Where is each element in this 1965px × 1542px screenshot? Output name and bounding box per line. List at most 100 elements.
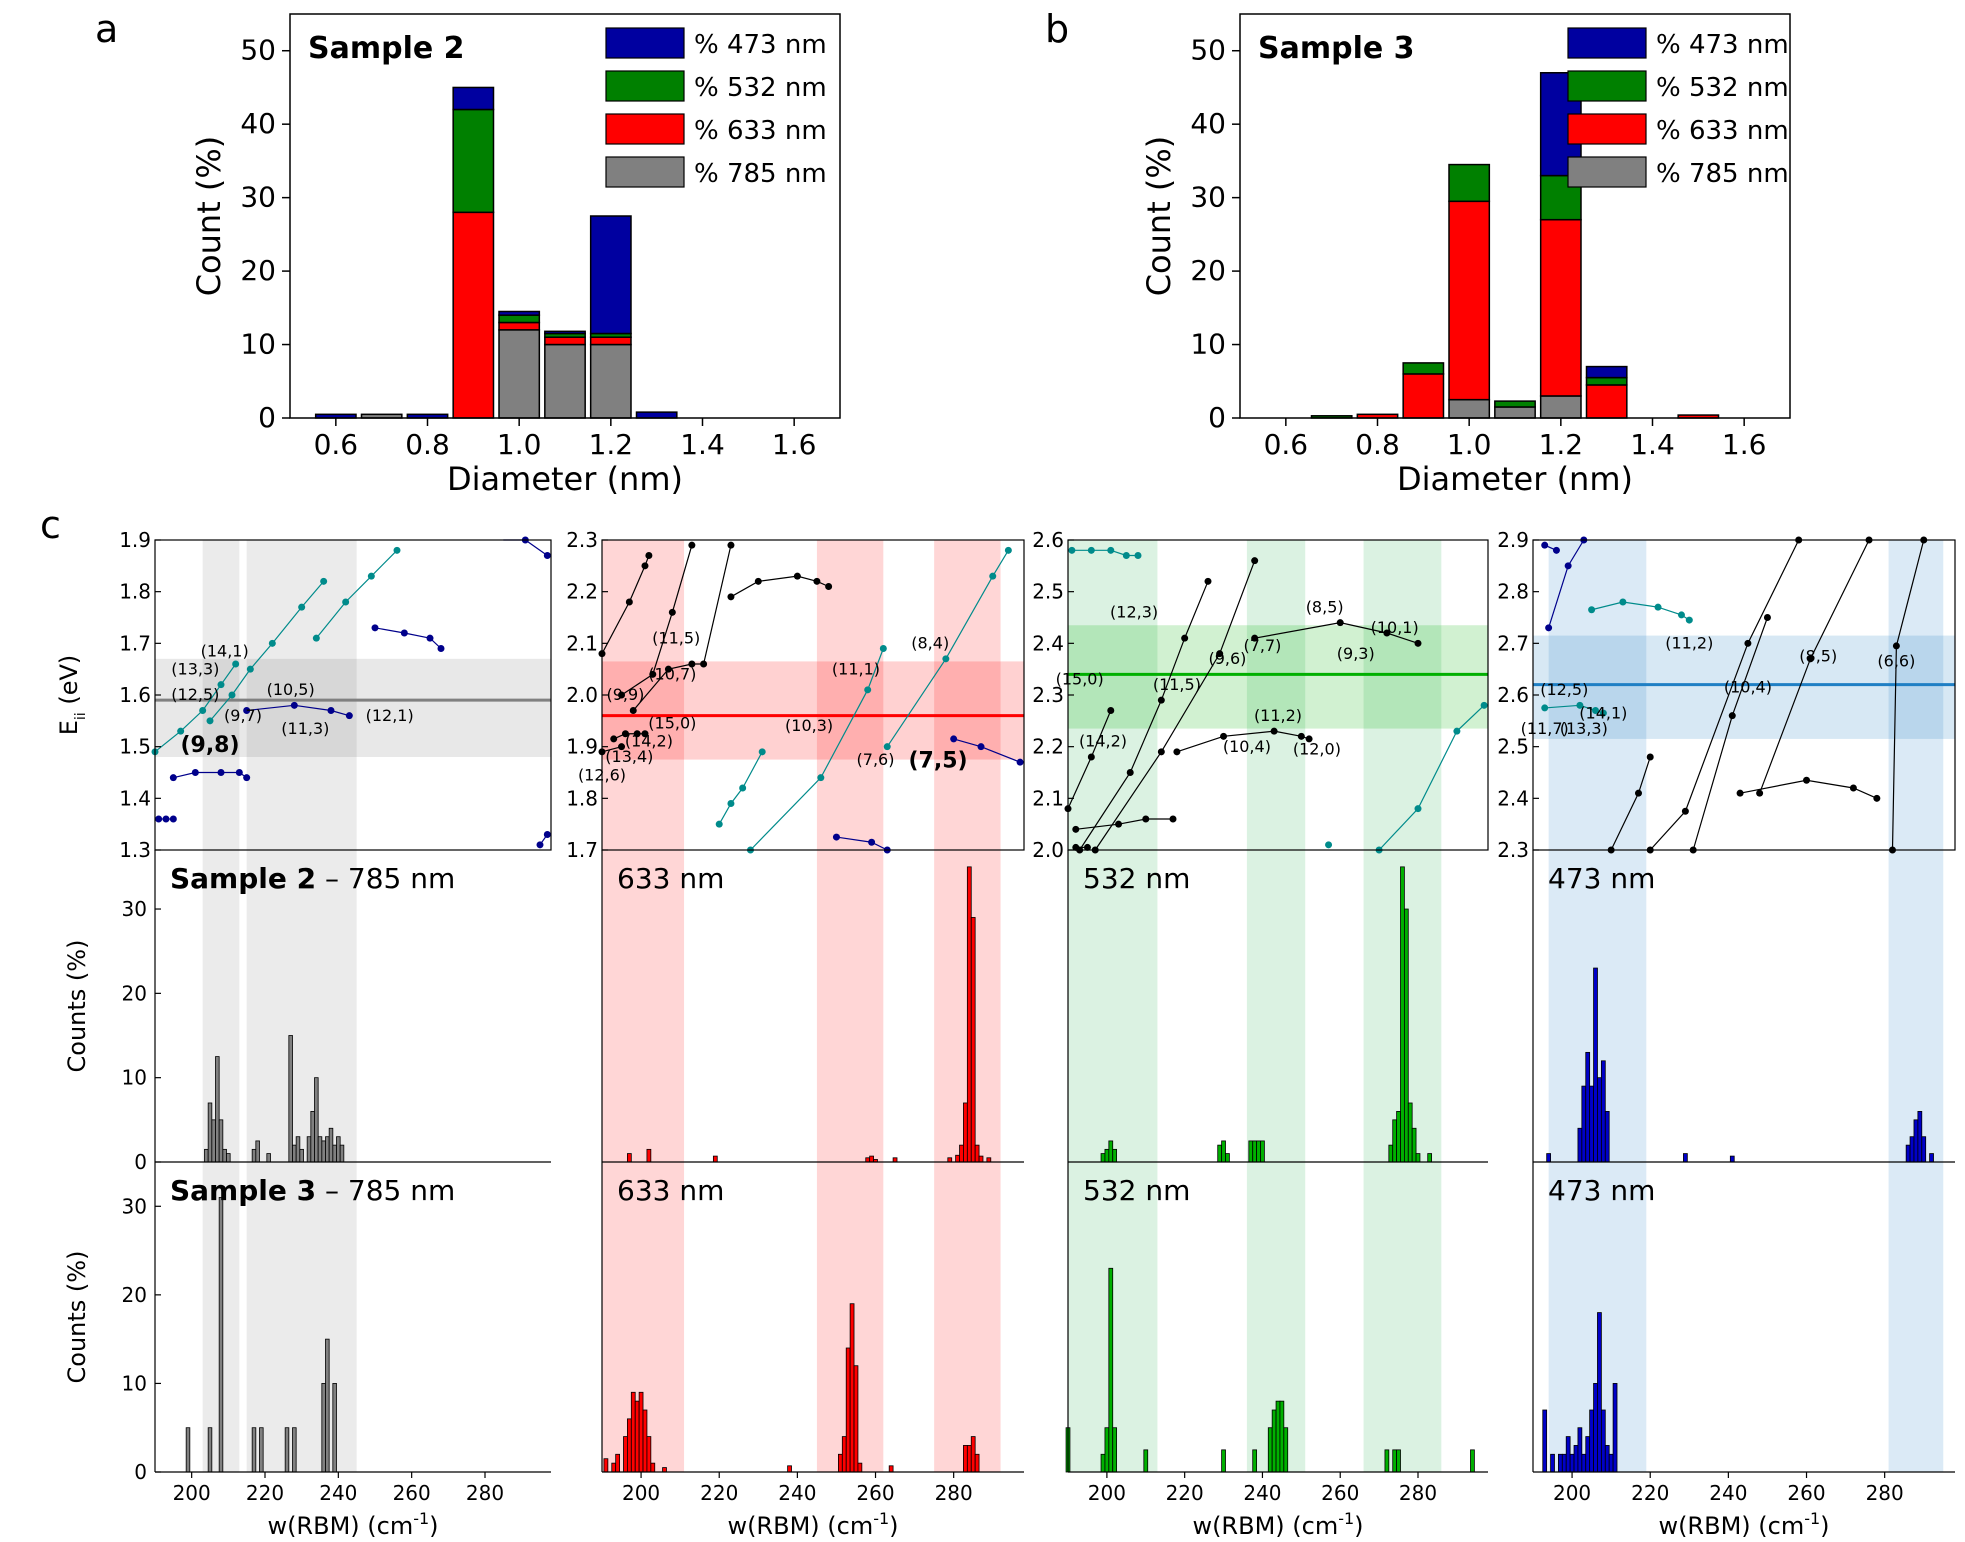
y-tick-label: 50: [1190, 34, 1226, 67]
chirality-label: (14,1): [1579, 703, 1627, 722]
y-tick-label: 1.6: [119, 683, 151, 707]
panel-title-laser: – 785 nm: [316, 862, 455, 895]
y-tick-label: 30: [240, 181, 276, 214]
y-tick-label: 1.7: [566, 838, 598, 862]
legend-label: % 633 nm: [1656, 116, 1789, 146]
histogram-bar: [1612, 1383, 1618, 1473]
bar-segment: [498, 314, 541, 324]
kataura-point: [727, 593, 735, 601]
chirality-label: (13,3): [1560, 719, 1608, 738]
histogram-bar: [787, 1465, 792, 1473]
histogram-bar: [1271, 1409, 1277, 1473]
kataura-point: [1552, 546, 1560, 554]
resonance-window: [246, 540, 357, 1472]
kataura-point: [883, 743, 891, 751]
panel-a-chart: a 0 10 20 30 40 50 0.6 0.8 1.0 1.2 1.4 1.6 Diameter (…: [95, 7, 841, 498]
histogram-bar: [321, 1383, 326, 1473]
panel-title: 633 nm: [617, 1174, 724, 1207]
histogram-bar: [185, 1427, 191, 1473]
bar-segment: [498, 329, 541, 419]
histogram-bar: [1104, 1427, 1110, 1473]
histogram-bar: [892, 1157, 898, 1163]
x-axis-label-main: w(RBM) (cm: [1658, 1512, 1804, 1540]
histogram-bar: [974, 1453, 980, 1473]
y-axis-label-unit: (eV): [55, 655, 83, 713]
histogram-bar: [1100, 1153, 1106, 1163]
histogram-bar: [646, 1436, 652, 1473]
histogram-bar: [288, 1035, 293, 1163]
legend-swatch: [605, 27, 685, 59]
kataura-point: [327, 707, 335, 714]
histogram-bar: [634, 1400, 640, 1473]
chirality-label: (10,3): [785, 716, 833, 735]
histogram-bar: [869, 1155, 874, 1163]
legend-swatch: [1567, 113, 1647, 145]
x-tick-label: 0.6: [314, 428, 359, 461]
chirality-label: (9,7): [224, 706, 262, 725]
x-axis-label: Diameter (nm): [1397, 460, 1633, 498]
panel-label: b: [1045, 7, 1069, 51]
x-axis-label-sup: -1: [873, 1509, 889, 1528]
kataura-point: [1004, 546, 1012, 554]
histogram-bar: [1217, 1144, 1223, 1163]
kataura-point: [610, 735, 618, 743]
kataura-point: [879, 645, 887, 652]
y-tick-label: 20: [240, 254, 276, 287]
histogram-bar: [966, 1445, 972, 1473]
panel-title-laser: 473 nm: [1548, 862, 1655, 895]
bar-segment: [1448, 398, 1491, 419]
x-axis-label-sup: -1: [1804, 1509, 1820, 1528]
histogram-bar: [1557, 1453, 1563, 1473]
kataura-point: [1107, 707, 1115, 714]
histogram-bar: [1252, 1140, 1258, 1163]
kataura-point: [1068, 546, 1076, 554]
kataura-point: [400, 629, 408, 637]
chirality-label: (6,6): [1877, 652, 1915, 671]
panel-c-chart: c(14,1)(13,3)(12,5) (10,5)(9,7)(11,3)(12,…: [40, 503, 1956, 1540]
x-tick-label: 240: [778, 1481, 816, 1505]
y-tick-label: 20: [122, 981, 147, 1005]
kataura-point: [1806, 655, 1814, 663]
bar-segment: [1402, 373, 1445, 419]
kataura-point: [1134, 552, 1142, 559]
bar-segment: [1585, 376, 1628, 386]
histogram-bar: [1108, 1140, 1114, 1163]
chirality-label: (7,5): [908, 748, 967, 773]
histogram-bar: [1585, 1436, 1591, 1473]
y-axis-label: Counts (%): [63, 1251, 91, 1384]
y-axis-label-main: E: [55, 720, 83, 735]
kataura-point: [1181, 634, 1189, 642]
kataura-point: [1744, 639, 1752, 647]
histogram-bar: [1905, 1144, 1911, 1163]
kataura-family-line: [730, 575, 829, 598]
histogram-bar: [1600, 1060, 1606, 1163]
histogram-bar: [1221, 1449, 1226, 1473]
kataura-point: [641, 730, 649, 738]
y-tick-label: 2.9: [1497, 528, 1529, 552]
histogram-bar: [650, 1462, 656, 1473]
kataura-family-line: [1254, 622, 1419, 644]
histogram-bar: [222, 1148, 227, 1163]
y-tick-label: 2.7: [1497, 631, 1529, 655]
histogram-bar: [857, 1462, 863, 1473]
y-tick-label: 2.6: [1497, 683, 1529, 707]
x-tick-label: 0.8: [1355, 428, 1400, 461]
histogram-bar: [1396, 1449, 1401, 1473]
histogram-bar: [1104, 1148, 1110, 1163]
kataura-point: [191, 769, 199, 776]
kataura-point: [342, 598, 350, 606]
histogram-bar: [1112, 1148, 1118, 1163]
kataura-point: [641, 562, 649, 570]
kataura-family-line: [246, 704, 350, 717]
panel-title: 532 nm: [1083, 1174, 1190, 1207]
chirality-label: (10,1): [1371, 618, 1419, 637]
kataura-point: [1763, 614, 1771, 621]
x-tick-label: 1.4: [680, 428, 725, 461]
kataura-point: [739, 784, 747, 792]
kataura-point: [1251, 557, 1259, 565]
histogram-bar: [1275, 1400, 1281, 1473]
x-axis-label: Diameter (nm): [447, 460, 683, 498]
y-tick-label: 2.3: [1497, 838, 1529, 862]
kataura-point: [1592, 707, 1600, 714]
bar-segment: [452, 211, 495, 419]
